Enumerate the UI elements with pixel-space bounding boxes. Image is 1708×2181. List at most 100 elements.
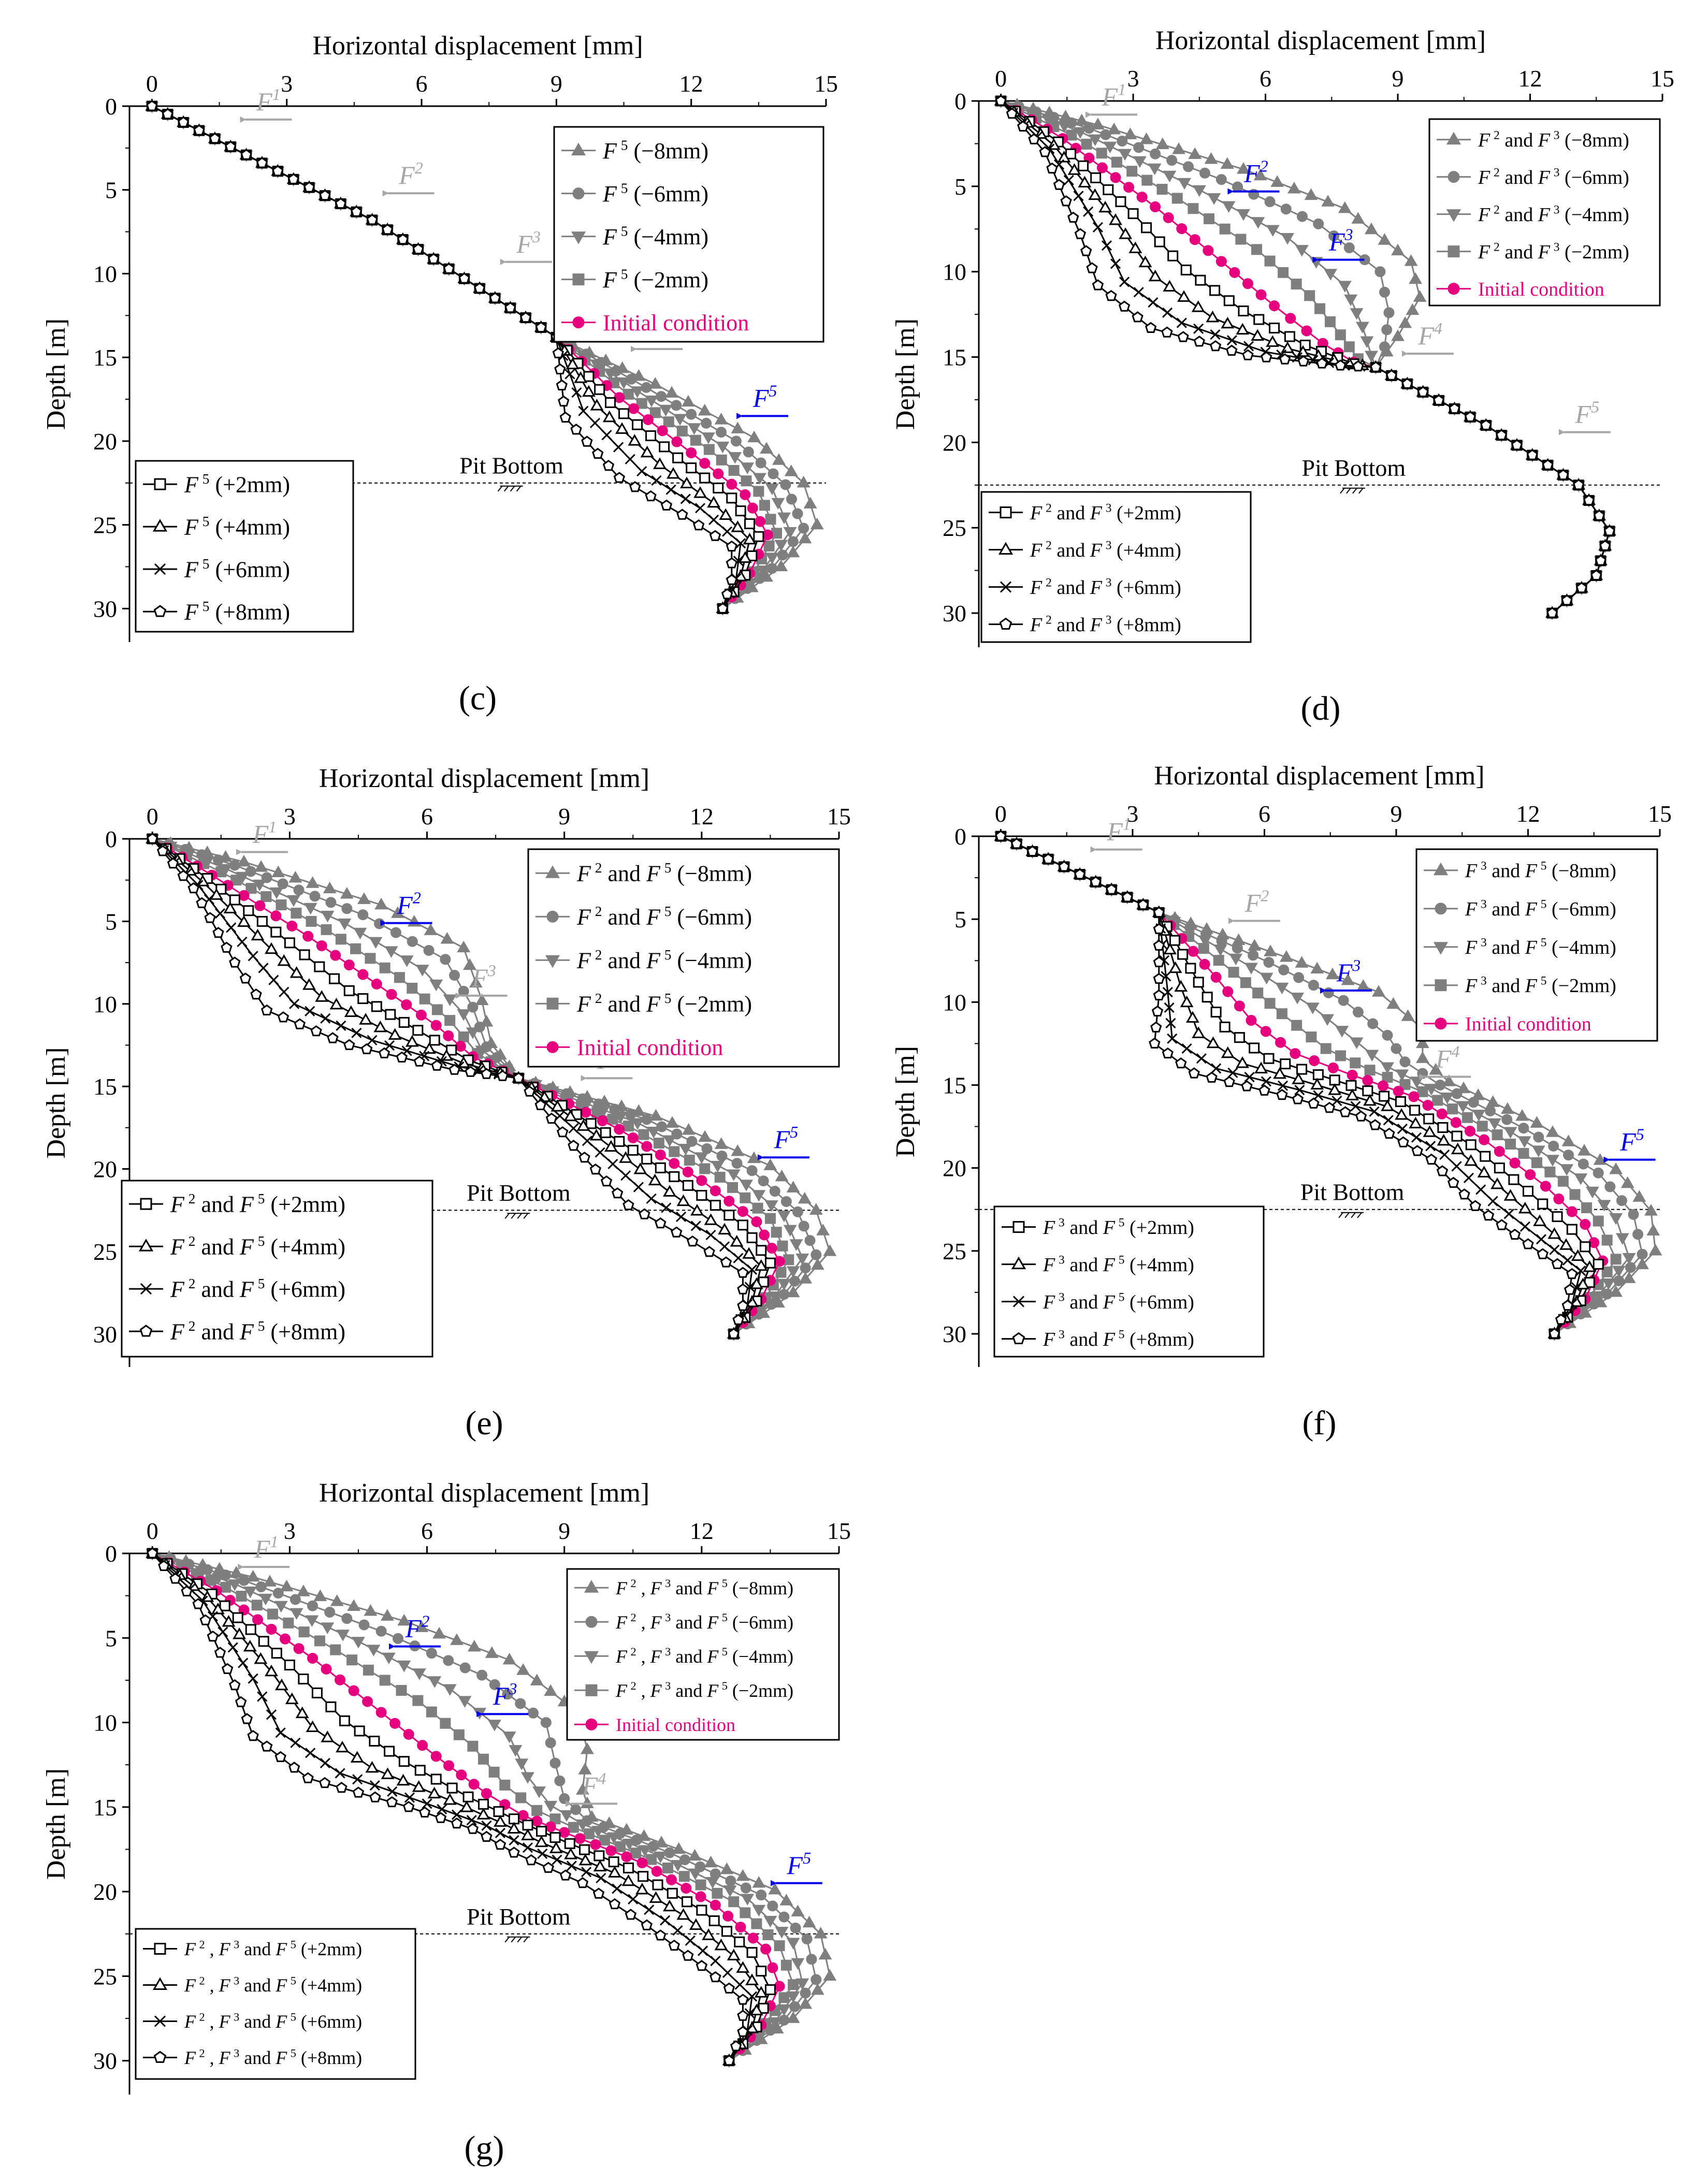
data-point (1206, 1071, 1218, 1083)
data-point (1500, 1102, 1514, 1114)
legend-marker (1012, 1221, 1025, 1233)
data-point (330, 1594, 344, 1606)
data-point (742, 1247, 756, 1259)
data-point (1383, 1115, 1394, 1126)
data-point (232, 1612, 243, 1623)
data-point (758, 1175, 769, 1187)
data-point (740, 489, 751, 500)
data-point (1209, 285, 1221, 296)
y-tick-label: 25 (93, 1963, 117, 1989)
data-point (800, 1262, 811, 1274)
data-point (1263, 1053, 1275, 1064)
legend-box (553, 126, 824, 343)
data-point (1191, 300, 1205, 312)
data-point (1304, 188, 1318, 200)
data-point (685, 1935, 696, 1946)
legend-box (980, 491, 1252, 643)
data-point (414, 1765, 426, 1776)
data-point (646, 1193, 657, 1204)
data-point (358, 1619, 370, 1631)
data-point (167, 857, 179, 869)
data-point (1275, 982, 1289, 995)
data-point (746, 1947, 758, 1958)
ground-hatch-icon (504, 1213, 530, 1219)
data-point (303, 903, 317, 915)
data-point (752, 1875, 766, 1888)
data-point (568, 1123, 579, 1134)
data-point (394, 972, 405, 983)
data-point (767, 1900, 778, 1912)
data-point (1198, 935, 1212, 948)
data-point (1188, 147, 1202, 159)
data-point (1559, 1238, 1573, 1250)
data-point (726, 574, 737, 585)
data-point (641, 1141, 653, 1152)
data-point (320, 1757, 330, 1769)
data-point (315, 990, 329, 1002)
data-point (1163, 212, 1174, 224)
y-tick-label: 15 (943, 344, 966, 371)
data-point (336, 1020, 346, 1031)
data-point (379, 962, 390, 973)
x-tick-label: 3 (1127, 65, 1139, 92)
data-point (509, 1835, 519, 1846)
data-point (1083, 206, 1094, 217)
data-point (1153, 939, 1165, 951)
data-point (604, 397, 616, 408)
data-point (578, 1763, 592, 1775)
data-point (354, 1725, 365, 1737)
data-point (1058, 121, 1072, 133)
data-point (786, 1181, 800, 1193)
data-point (1350, 1101, 1361, 1112)
data-point (697, 1945, 708, 1956)
data-point (233, 1627, 247, 1639)
y-tick-label: 25 (943, 1238, 966, 1264)
legend-marker (1000, 581, 1012, 593)
data-point (731, 421, 745, 433)
data-point (646, 1854, 657, 1865)
data-point (806, 1954, 817, 1965)
data-point (1391, 1043, 1402, 1054)
data-point (1098, 200, 1112, 213)
data-point (1593, 1167, 1604, 1179)
data-point (1166, 155, 1178, 166)
data-point (607, 1866, 621, 1878)
data-point (1566, 1224, 1577, 1235)
data-point (745, 1973, 759, 1985)
data-point (1178, 178, 1192, 190)
data-point (744, 518, 755, 529)
data-point (751, 1216, 762, 1227)
data-point (667, 467, 680, 479)
data-point (599, 1835, 610, 1846)
data-point (1153, 906, 1165, 918)
data-point (801, 1933, 813, 1945)
data-point (531, 1815, 543, 1827)
data-point (443, 263, 455, 274)
data-point (671, 400, 682, 411)
data-point (424, 923, 438, 935)
data-point (1100, 129, 1111, 140)
data-point (254, 1652, 268, 1664)
force-label-f5: F5 (1619, 1125, 1644, 1156)
data-point (522, 1820, 533, 1831)
data-point (158, 1560, 170, 1571)
data-point (1551, 1258, 1564, 1269)
panel-label: (g) (465, 2129, 504, 2167)
data-point (256, 157, 268, 168)
data-point (229, 894, 240, 906)
data-point (404, 1792, 415, 1803)
data-point (774, 1981, 785, 1992)
y-tick-label: 20 (93, 428, 117, 455)
data-point (614, 392, 625, 403)
data-point (1410, 1077, 1424, 1088)
data-point (623, 1839, 636, 1851)
data-point (440, 1718, 451, 1729)
